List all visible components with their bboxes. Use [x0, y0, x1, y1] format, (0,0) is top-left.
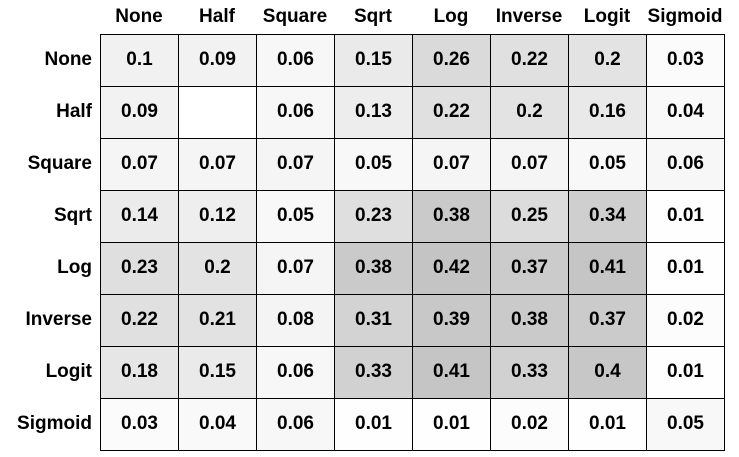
heatmap-cell-none-half: 0.09	[178, 34, 257, 87]
heatmap-cell-square-half: 0.07	[178, 138, 257, 191]
column-header-square: Square	[262, 6, 328, 27]
heatmap-cell-sqrt-logit: 0.34	[568, 190, 647, 243]
heatmap-cell-log-half: 0.2	[178, 242, 257, 295]
heatmap-cell-inverse-square: 0.08	[256, 294, 335, 347]
heatmap-cell-none-sigmoid: 0.03	[646, 34, 725, 87]
heatmap-cell-inverse-half: 0.21	[178, 294, 257, 347]
row-header-half: Half	[56, 101, 92, 122]
row-header-log: Log	[57, 257, 92, 278]
column-header-logit: Logit	[583, 6, 631, 27]
heatmap-cell-inverse-log: 0.39	[412, 294, 491, 347]
heatmap-cell-inverse-none: 0.22	[100, 294, 179, 347]
heatmap-cell-inverse-logit: 0.37	[568, 294, 647, 347]
heatmap-cell-none-logit: 0.2	[568, 34, 647, 87]
heatmap-cell-square-none: 0.07	[100, 138, 179, 191]
heatmap-cell-log-sigmoid: 0.01	[646, 242, 725, 295]
heatmap-cell-sqrt-sigmoid: 0.01	[646, 190, 725, 243]
heatmap-cell-half-square: 0.06	[256, 86, 335, 139]
heatmap-cell-sigmoid-none: 0.03	[100, 398, 179, 451]
heatmap-cell-square-log: 0.07	[412, 138, 491, 191]
heatmap-cell-inverse-sqrt: 0.31	[334, 294, 413, 347]
heatmap-cell-log-none: 0.23	[100, 242, 179, 295]
heatmap-cell-sigmoid-half: 0.04	[178, 398, 257, 451]
heatmap-cell-half-sqrt: 0.13	[334, 86, 413, 139]
heatmap-cell-logit-inverse: 0.33	[490, 346, 569, 399]
heatmap-cell-sigmoid-sigmoid: 0.05	[646, 398, 725, 451]
heatmap-cell-log-logit: 0.41	[568, 242, 647, 295]
heatmap-cell-none-log: 0.26	[412, 34, 491, 87]
heatmap-cell-square-sigmoid: 0.06	[646, 138, 725, 191]
heatmap-cell-logit-square: 0.06	[256, 346, 335, 399]
heatmap-cell-square-inverse: 0.07	[490, 138, 569, 191]
heatmap-cell-log-log: 0.42	[412, 242, 491, 295]
heatmap-cell-inverse-inverse: 0.38	[490, 294, 569, 347]
heatmap-cell-none-sqrt: 0.15	[334, 34, 413, 87]
heatmap-cell-logit-sigmoid: 0.01	[646, 346, 725, 399]
heatmap-cell-logit-half: 0.15	[178, 346, 257, 399]
row-header-logit: Logit	[45, 361, 92, 382]
heatmap-cell-half-half	[178, 86, 257, 139]
heatmap-cell-log-square: 0.07	[256, 242, 335, 295]
heatmap-cell-sigmoid-logit: 0.01	[568, 398, 647, 451]
row-header-sqrt: Sqrt	[54, 205, 92, 226]
heatmap-cell-sigmoid-square: 0.06	[256, 398, 335, 451]
heatmap-cell-none-none: 0.1	[100, 34, 179, 87]
heatmap-cell-log-inverse: 0.37	[490, 242, 569, 295]
column-header-log: Log	[433, 6, 469, 27]
heatmap-cell-none-square: 0.06	[256, 34, 335, 87]
heatmap-cell-sqrt-half: 0.12	[178, 190, 257, 243]
row-header-inverse: Inverse	[25, 309, 92, 330]
heatmap-cell-logit-none: 0.18	[100, 346, 179, 399]
heatmap-cell-inverse-sigmoid: 0.02	[646, 294, 725, 347]
heatmap-cell-half-inverse: 0.2	[490, 86, 569, 139]
heatmap-cell-square-square: 0.07	[256, 138, 335, 191]
row-header-none: None	[44, 49, 93, 70]
heatmap-cell-logit-log: 0.41	[412, 346, 491, 399]
heatmap-cell-sigmoid-log: 0.01	[412, 398, 491, 451]
column-header-inverse: Inverse	[495, 6, 563, 27]
row-header-sigmoid: Sigmoid	[17, 413, 92, 434]
heatmap-cell-logit-logit: 0.4	[568, 346, 647, 399]
heatmap-cell-square-logit: 0.05	[568, 138, 647, 191]
heatmap-cell-sqrt-none: 0.14	[100, 190, 179, 243]
heatmap-cell-sqrt-inverse: 0.25	[490, 190, 569, 243]
column-header-sigmoid: Sigmoid	[647, 6, 723, 27]
heatmap-cell-sigmoid-sqrt: 0.01	[334, 398, 413, 451]
column-header-none: None	[115, 6, 163, 27]
heatmap-cell-sqrt-square: 0.05	[256, 190, 335, 243]
heatmap-cell-sqrt-sqrt: 0.23	[334, 190, 413, 243]
heatmap-cell-square-sqrt: 0.05	[334, 138, 413, 191]
heatmap-cell-half-sigmoid: 0.04	[646, 86, 725, 139]
heatmap-cell-logit-sqrt: 0.33	[334, 346, 413, 399]
heatmap-cell-half-none: 0.09	[100, 86, 179, 139]
row-header-square: Square	[27, 153, 92, 174]
column-header-half: Half	[199, 6, 235, 27]
heatmap-cell-half-logit: 0.16	[568, 86, 647, 139]
heatmap-cell-half-log: 0.22	[412, 86, 491, 139]
heatmap-cell-none-inverse: 0.22	[490, 34, 569, 87]
heatmap-cell-log-sqrt: 0.38	[334, 242, 413, 295]
column-header-sqrt: Sqrt	[354, 6, 392, 27]
heatmap-cell-sigmoid-inverse: 0.02	[490, 398, 569, 451]
heatmap-cell-sqrt-log: 0.38	[412, 190, 491, 243]
